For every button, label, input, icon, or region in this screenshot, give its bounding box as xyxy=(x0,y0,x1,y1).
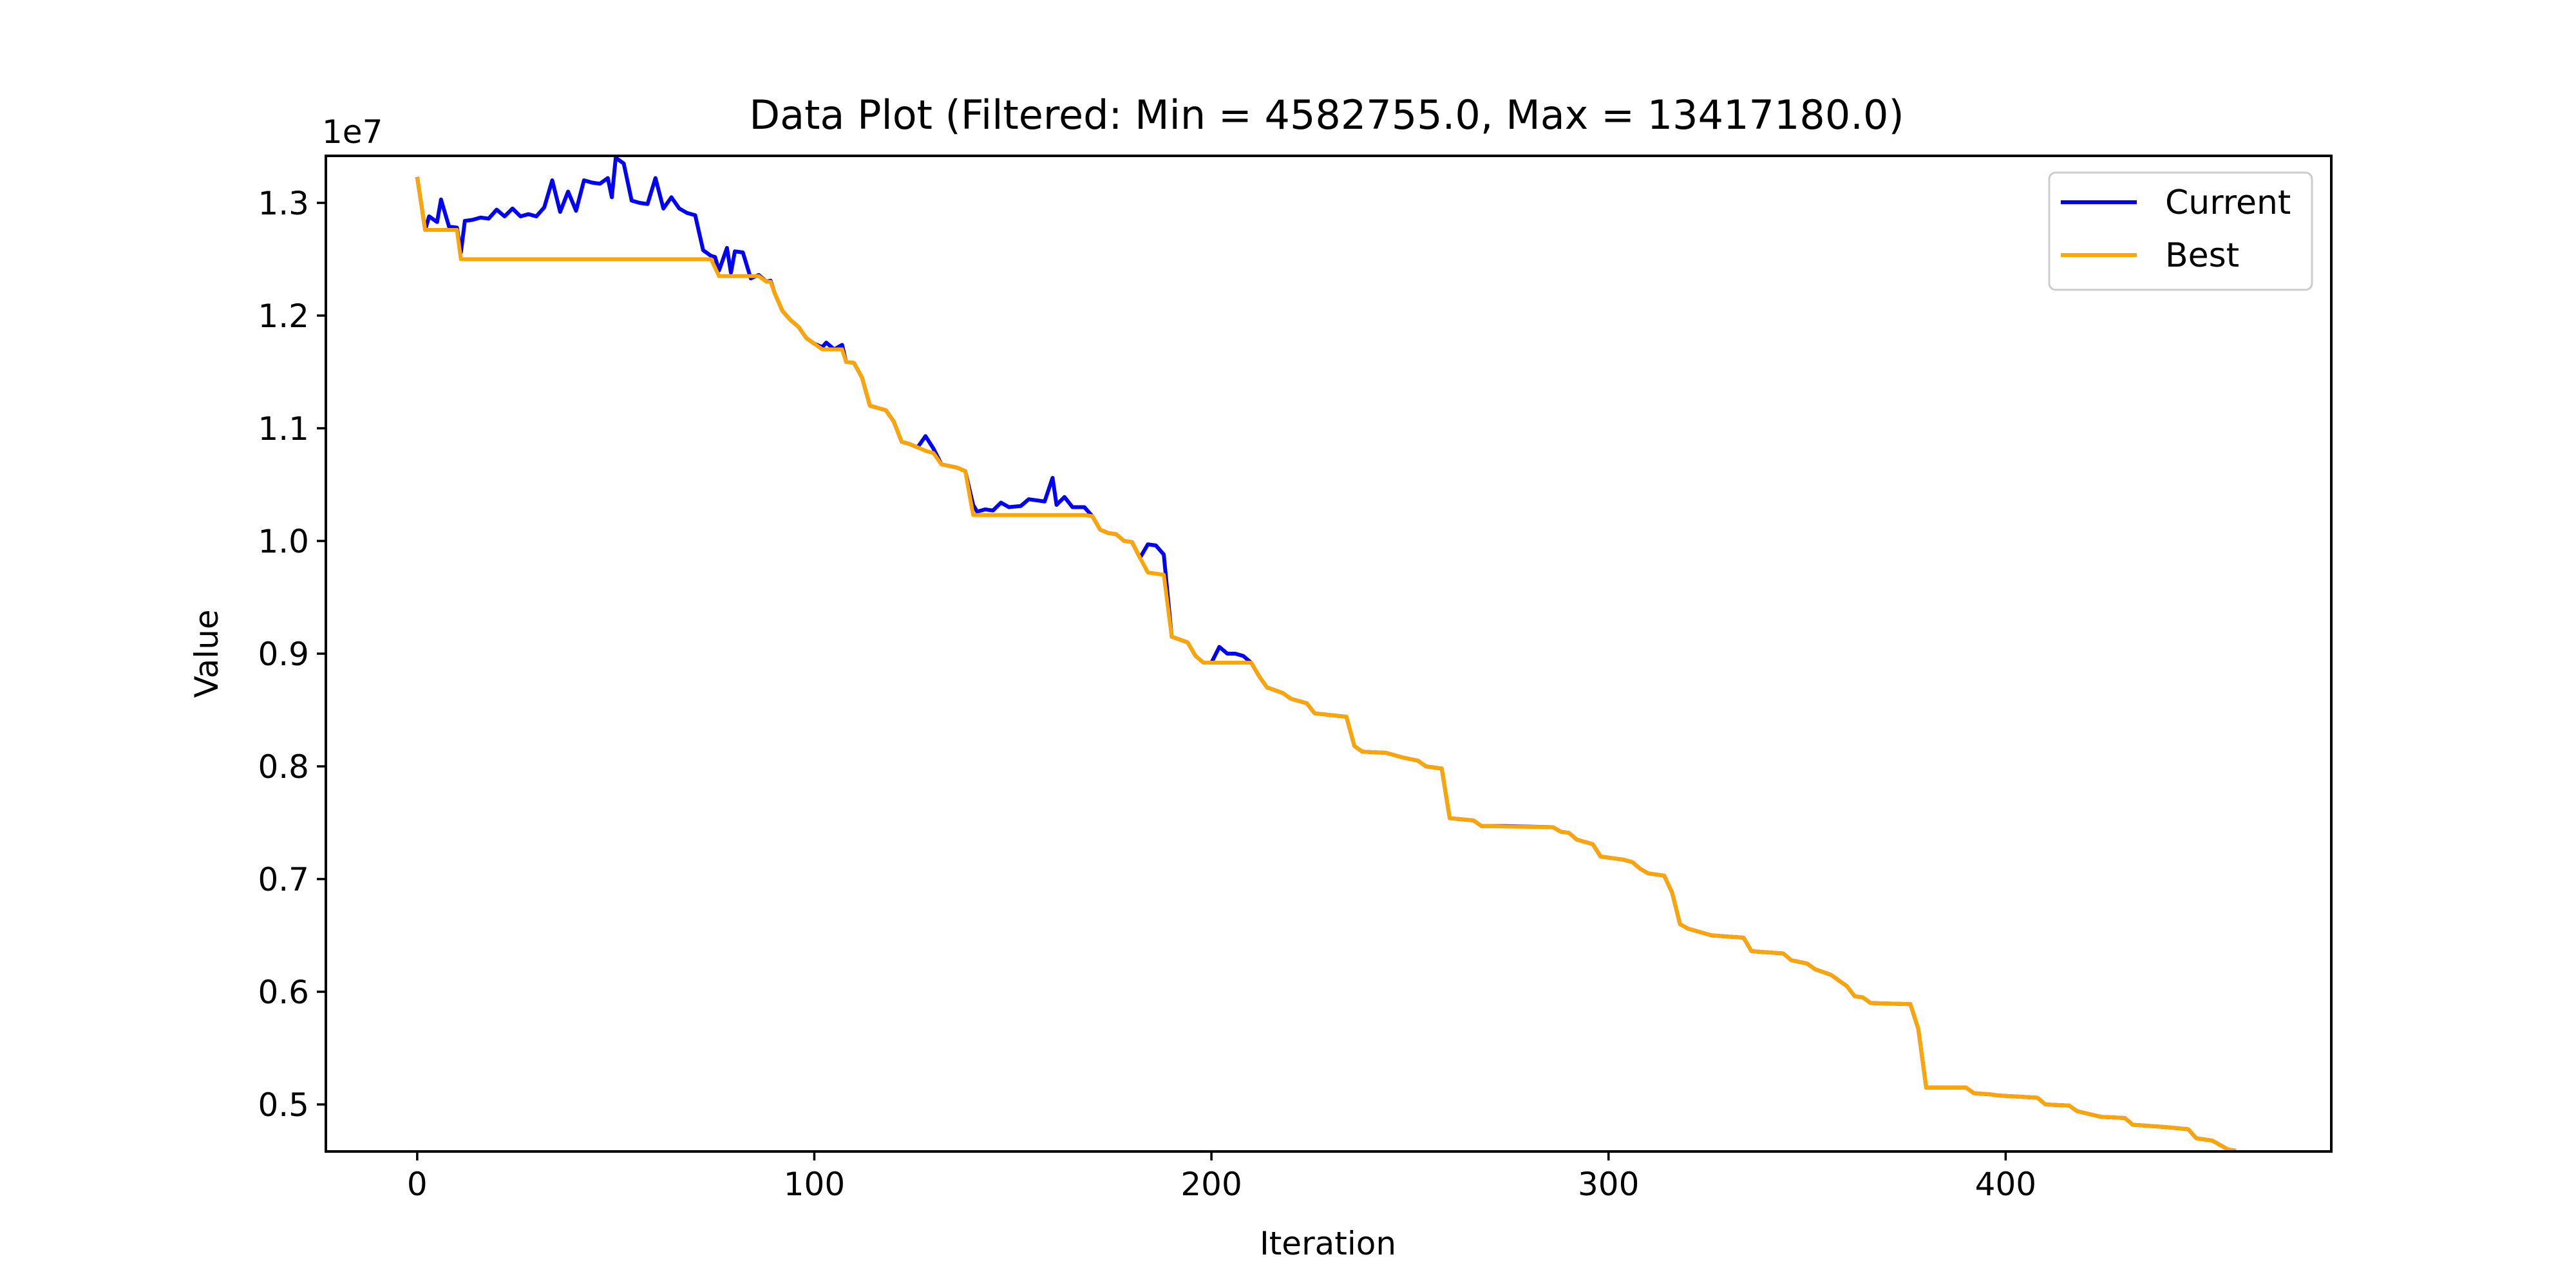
legend-current-label: Current xyxy=(2165,184,2291,222)
chart-title: Data Plot (Filtered: Min = 4582755.0, Ma… xyxy=(749,91,1904,138)
y-tick-label: 1.0 xyxy=(258,523,309,560)
y-axis-offset-label: 1e7 xyxy=(322,113,383,151)
y-tick-label: 0.7 xyxy=(258,861,309,898)
y-tick-label: 1.2 xyxy=(258,298,309,335)
legend-best-label: Best xyxy=(2165,236,2239,275)
x-tick-label: 300 xyxy=(1578,1166,1639,1203)
series-line-best xyxy=(415,176,2237,1151)
x-tick-label: 100 xyxy=(784,1166,845,1203)
series-layer xyxy=(415,156,2237,1151)
y-tick-label: 1.3 xyxy=(258,185,309,222)
x-tick-label: 200 xyxy=(1180,1166,1242,1203)
y-axis: 0.5 0.6 0.7 0.8 0.9 1.0 1.1 1.2 1.3 xyxy=(258,185,326,1124)
y-tick-label: 0.6 xyxy=(258,974,309,1011)
x-axis-label: Iteration xyxy=(1260,1225,1396,1262)
legend: Current Best xyxy=(2048,171,2313,291)
y-tick-label: 0.5 xyxy=(258,1086,309,1124)
y-axis-label: Value xyxy=(188,609,225,697)
y-tick-label: 1.1 xyxy=(258,410,309,448)
x-tick-label: 400 xyxy=(1975,1166,2036,1203)
x-axis: 0 100 200 300 400 xyxy=(407,1151,2036,1203)
y-tick-label: 0.9 xyxy=(258,636,309,673)
y-tick-label: 0.8 xyxy=(258,748,309,786)
x-tick-label: 0 xyxy=(407,1166,428,1203)
